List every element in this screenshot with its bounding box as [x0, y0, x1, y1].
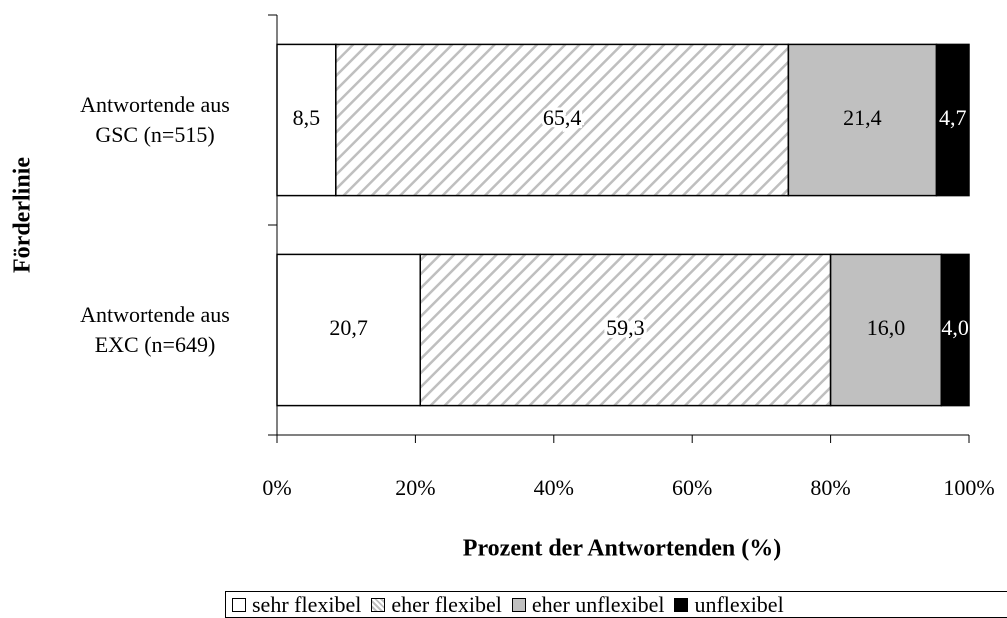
data-label: 65,4: [543, 105, 582, 130]
x-axis-title: Prozent der Antwortenden (%): [463, 536, 781, 562]
legend-item: sehr flexibel: [232, 592, 361, 618]
x-tick-label: 40%: [534, 475, 574, 500]
legend-item: unflexibel: [674, 591, 784, 618]
bar-segment: [940, 253, 970, 407]
bar-segment: [829, 253, 943, 407]
bar-segment: [335, 43, 790, 197]
data-label: 16,0: [867, 315, 906, 340]
data-label: 4,7: [939, 105, 967, 130]
data-label: 8,5: [293, 105, 321, 130]
data-label: 4,0: [941, 315, 969, 340]
bar-segment: [935, 43, 970, 197]
legend-swatch: [371, 597, 386, 612]
legend-label: eher flexibel: [391, 591, 502, 617]
x-tick-label: 20%: [395, 475, 435, 500]
legend-label: sehr flexibel: [252, 591, 362, 617]
category-label: Antwortende aus GSC (n=515): [80, 92, 230, 147]
x-tick-label: 80%: [810, 475, 850, 500]
legend-label: unflexibel: [694, 591, 784, 617]
legend-swatch: [674, 597, 689, 612]
x-tick-label: 100%: [943, 475, 994, 500]
bar-segment: [276, 253, 421, 407]
legend-swatch: [511, 597, 526, 612]
legend-label: eher unflexibel: [531, 591, 665, 617]
x-tick-label: 60%: [672, 475, 712, 500]
legend: sehr flexibel eher flexibel eher unflexibe…: [225, 591, 1007, 618]
legend-item: eher unflexibel: [511, 591, 665, 618]
x-tick-label: 0%: [262, 475, 291, 500]
data-label: 59,3: [606, 315, 645, 340]
bar-segment: [276, 43, 337, 197]
y-axis-title: Förderlinie: [10, 157, 36, 273]
legend-item: eher flexibel: [371, 592, 502, 618]
data-label: 21,4: [843, 105, 882, 130]
data-label: 20,7: [329, 315, 368, 340]
bar-segment: [419, 253, 832, 407]
category-label: Antwortende aus EXC (n=649): [80, 302, 230, 357]
legend-swatch: [232, 597, 246, 612]
